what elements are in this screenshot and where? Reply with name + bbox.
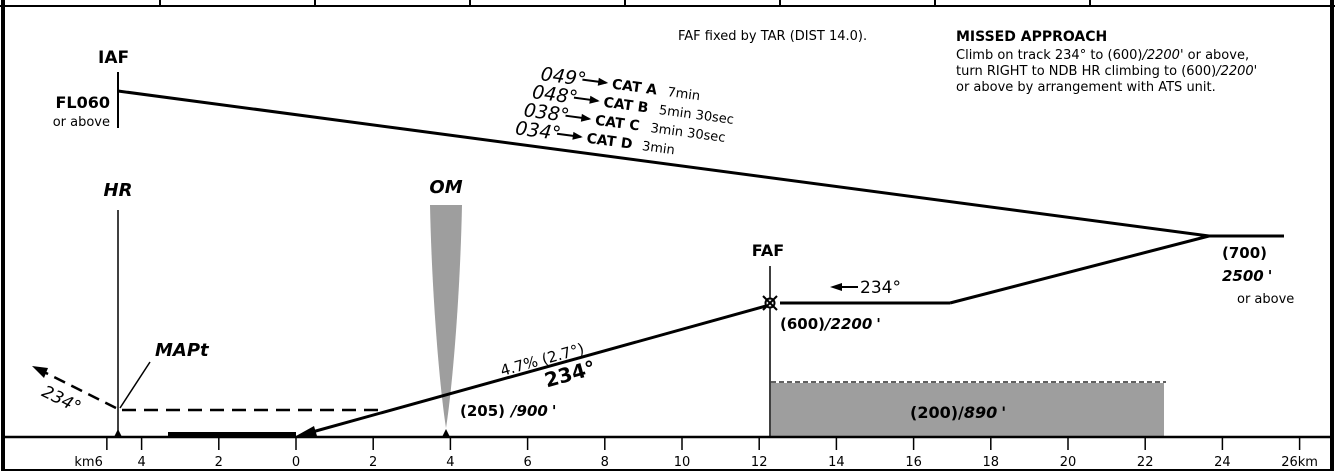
holding-time: 3min	[641, 139, 675, 158]
outbound-track-label: 234°	[860, 278, 901, 298]
missed-approach-line-2: turn RIGHT to NDB HR climbing to (600)/2…	[956, 64, 1257, 79]
scale-tick-label: 20	[1060, 455, 1077, 470]
scale-tick-label: 16	[905, 455, 922, 470]
faf-altitude: (600)/2200 '	[780, 315, 881, 333]
holding-category: CAT A	[611, 77, 658, 99]
missed-approach-line-3: or above by arrangement with ATS unit.	[956, 80, 1216, 95]
hr-marker-icon	[114, 429, 122, 437]
holding-category: CAT D	[586, 131, 634, 153]
turn-fix-qualifier: or above	[1237, 292, 1294, 307]
scale-tick-label: 8	[601, 455, 609, 470]
mapt-label: MAPt	[155, 340, 210, 361]
scale-tick-label: 10	[674, 455, 691, 470]
final-approach-labels: 4.7% (2.7°) 234°	[498, 340, 598, 393]
missed-approach-dashed-climb	[43, 370, 117, 410]
scale-tick-label: 6	[523, 455, 531, 470]
iaf-label: IAF	[98, 48, 129, 68]
om-beacon-cone	[430, 205, 462, 428]
faf-fix-icon	[762, 295, 778, 311]
obstacle-altitude: (200)/890 '	[910, 403, 1006, 422]
arrow-head-icon	[589, 95, 600, 104]
holding-time: 7min	[666, 85, 700, 104]
hr-label: HR	[104, 180, 133, 201]
arrow-head-icon	[296, 426, 317, 436]
holding-category: CAT B	[603, 95, 650, 117]
runway-bar	[168, 432, 296, 438]
om-altitude: (205)/900 '	[460, 402, 556, 420]
scale-tick-label: 4	[137, 455, 145, 470]
arrow-head-icon	[580, 113, 592, 122]
holding-category: CAT C	[594, 113, 640, 135]
missed-approach-title: MISSED APPROACH	[956, 29, 1107, 45]
scale-tick-label: 2	[369, 455, 377, 470]
turn-fix-height: (700)	[1222, 244, 1267, 262]
arrow-head-icon	[32, 366, 48, 378]
turn-fix-altitude: 2500 '	[1222, 267, 1272, 285]
climb-to-turn-line	[949, 234, 1210, 305]
holding-heading: 034°	[514, 117, 562, 145]
scale-tick-label: 2	[215, 455, 223, 470]
arrow-head-icon	[597, 77, 609, 86]
iaf-level: FL060	[55, 93, 110, 112]
arrow-left-icon	[830, 283, 842, 291]
mapt-leader	[119, 361, 151, 409]
scale-tick-label: 0	[292, 455, 300, 470]
scale-ticks: km6 4 2 0 2 4 6 8 10 12 14 16 18 20 22 24 26km	[74, 437, 1318, 470]
scale-tick-label: 18	[983, 455, 1000, 470]
faf-label: FAF	[752, 241, 784, 260]
scale-tick-label: 24	[1214, 455, 1231, 470]
obstacle-area	[771, 383, 1164, 436]
faf-note: FAF fixed by TAR (DIST 14.0).	[678, 29, 867, 44]
arrow-head-icon	[572, 131, 583, 140]
holding-table: 049° CAT A 7min 048° CAT B 5min 30sec 03…	[514, 63, 735, 158]
scale-tick-label: km6	[74, 455, 102, 470]
scale-tick-label: 14	[828, 455, 845, 470]
om-label: OM	[429, 177, 462, 198]
iaf-qualifier: or above	[53, 115, 110, 130]
scale-tick-label: 22	[1137, 455, 1154, 470]
scale-tick-label: 12	[751, 455, 768, 470]
scale-tick-label: 26km	[1281, 455, 1318, 470]
initial-descent-line	[117, 89, 1210, 238]
final-approach-line	[304, 304, 767, 436]
scale-tick-label: 4	[446, 455, 454, 470]
om-marker-icon	[442, 429, 450, 437]
missed-approach-line-1: Climb on track 234° to (600)/2200' or ab…	[956, 48, 1249, 63]
